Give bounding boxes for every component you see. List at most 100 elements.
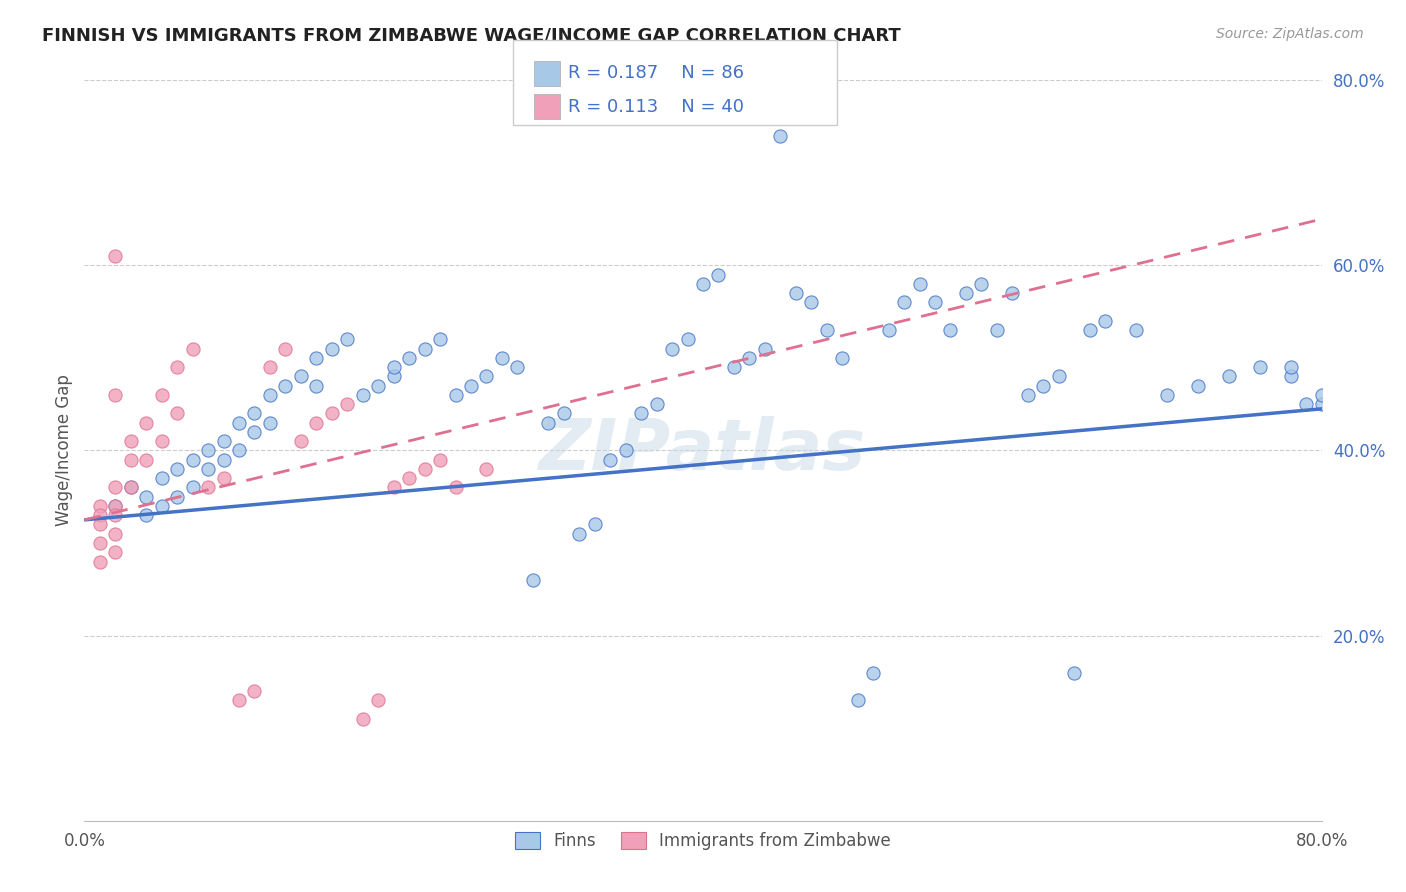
Point — [429, 452, 451, 467]
Point — [1094, 314, 1116, 328]
Point — [259, 360, 281, 375]
Point — [135, 490, 157, 504]
Legend: Finns, Immigrants from Zimbabwe: Finns, Immigrants from Zimbabwe — [509, 825, 897, 856]
Point — [599, 452, 621, 467]
Point — [352, 712, 374, 726]
Point — [181, 481, 204, 495]
Text: R = 0.113    N = 40: R = 0.113 N = 40 — [568, 98, 744, 116]
Point — [924, 295, 946, 310]
Point — [398, 351, 420, 365]
Point — [522, 573, 544, 587]
Text: Source: ZipAtlas.com: Source: ZipAtlas.com — [1216, 27, 1364, 41]
Point — [120, 481, 142, 495]
Point — [150, 499, 173, 513]
Text: FINNISH VS IMMIGRANTS FROM ZIMBABWE WAGE/INCOME GAP CORRELATION CHART: FINNISH VS IMMIGRANTS FROM ZIMBABWE WAGE… — [42, 27, 901, 45]
Point — [104, 499, 127, 513]
Point — [429, 332, 451, 346]
Text: R = 0.187    N = 86: R = 0.187 N = 86 — [568, 64, 744, 82]
Point — [475, 369, 498, 384]
Text: ZIPatlas: ZIPatlas — [540, 416, 866, 485]
Point — [1249, 360, 1271, 375]
Point — [104, 545, 127, 559]
Point — [676, 332, 699, 346]
Point — [769, 128, 792, 143]
Point — [197, 462, 219, 476]
Point — [877, 323, 900, 337]
Point — [228, 416, 250, 430]
Point — [553, 407, 575, 421]
Point — [1063, 665, 1085, 680]
Point — [104, 388, 127, 402]
Point — [259, 416, 281, 430]
Point — [135, 416, 157, 430]
Point — [290, 369, 312, 384]
Point — [382, 369, 405, 384]
Point — [166, 360, 188, 375]
Point — [970, 277, 993, 291]
Point — [305, 416, 328, 430]
Point — [846, 693, 869, 707]
Point — [228, 693, 250, 707]
Point — [321, 407, 343, 421]
Point — [104, 249, 127, 263]
Point — [352, 388, 374, 402]
Point — [367, 693, 389, 707]
Point — [831, 351, 853, 365]
Point — [212, 434, 235, 449]
Point — [692, 277, 714, 291]
Point — [120, 452, 142, 467]
Point — [862, 665, 884, 680]
Point — [150, 471, 173, 485]
Point — [1078, 323, 1101, 337]
Point — [135, 508, 157, 523]
Point — [1125, 323, 1147, 337]
Point — [1218, 369, 1240, 384]
Point — [1156, 388, 1178, 402]
Point — [243, 425, 266, 439]
Point — [413, 462, 436, 476]
Point — [274, 342, 297, 356]
Point — [274, 378, 297, 392]
Point — [1279, 369, 1302, 384]
Point — [661, 342, 683, 356]
Point — [89, 554, 111, 569]
Point — [367, 378, 389, 392]
Point — [537, 416, 560, 430]
Point — [89, 499, 111, 513]
Point — [290, 434, 312, 449]
Point — [413, 342, 436, 356]
Point — [1279, 360, 1302, 375]
Point — [506, 360, 529, 375]
Point — [785, 286, 807, 301]
Point — [321, 342, 343, 356]
Point — [1032, 378, 1054, 392]
Point — [89, 536, 111, 550]
Point — [382, 360, 405, 375]
Point — [120, 481, 142, 495]
Point — [1001, 286, 1024, 301]
Point — [475, 462, 498, 476]
Point — [305, 351, 328, 365]
Point — [583, 517, 606, 532]
Point — [908, 277, 931, 291]
Point — [955, 286, 977, 301]
Point — [166, 407, 188, 421]
Point — [815, 323, 838, 337]
Point — [723, 360, 745, 375]
Point — [228, 443, 250, 458]
Point — [460, 378, 482, 392]
Point — [166, 462, 188, 476]
Point — [104, 526, 127, 541]
Point — [243, 684, 266, 698]
Point — [754, 342, 776, 356]
Point — [89, 517, 111, 532]
Point — [1310, 388, 1333, 402]
Point — [645, 397, 668, 411]
Point — [1310, 397, 1333, 411]
Point — [986, 323, 1008, 337]
Point — [336, 332, 359, 346]
Point — [120, 434, 142, 449]
Point — [738, 351, 761, 365]
Point — [707, 268, 730, 282]
Point — [444, 481, 467, 495]
